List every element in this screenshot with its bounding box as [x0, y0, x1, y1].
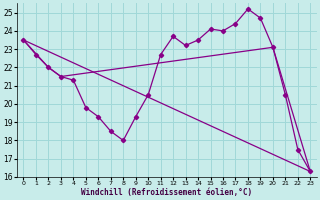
X-axis label: Windchill (Refroidissement éolien,°C): Windchill (Refroidissement éolien,°C): [81, 188, 252, 197]
